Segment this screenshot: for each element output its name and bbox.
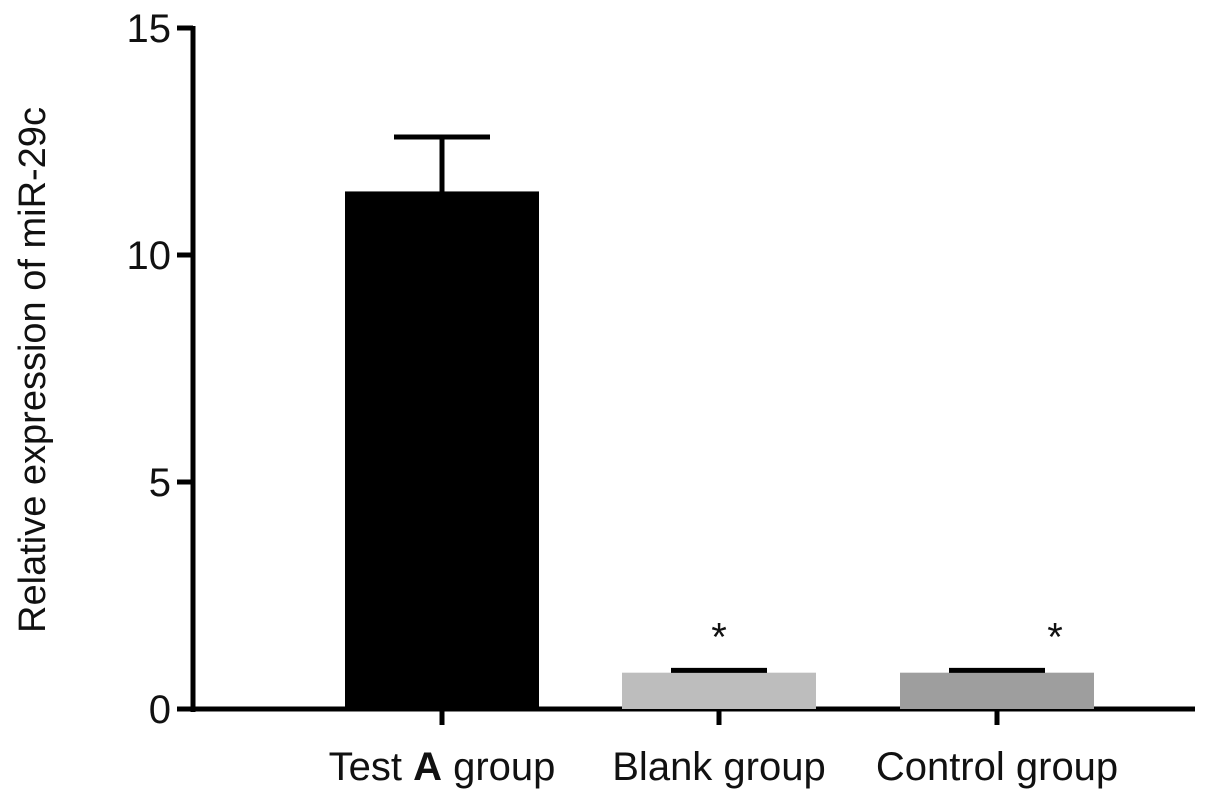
significance-marker-2: * — [711, 615, 727, 659]
y-axis-label: Relative expression of miR-29c — [12, 107, 54, 633]
x-category-label-3: Control group — [876, 745, 1118, 789]
bars — [345, 191, 1094, 709]
y-axis: 0 5 10 15 — [127, 7, 196, 732]
error-bars — [394, 134, 1045, 673]
significance-marker-3: * — [1047, 615, 1063, 659]
bar-3 — [900, 672, 1094, 709]
x-category-label-2: Blank group — [612, 745, 825, 789]
bar-2 — [622, 672, 816, 709]
y-tick-label-0: 0 — [149, 688, 171, 732]
y-tick-label-10: 10 — [127, 234, 172, 278]
x-axis — [191, 706, 1195, 725]
category-labels: * * Test A group Blank group Control group — [329, 615, 1119, 789]
y-tick-label-5: 5 — [149, 461, 171, 505]
x-category-label-1: Test A group — [329, 745, 556, 789]
y-tick-label-15: 15 — [127, 7, 172, 51]
bar-1 — [345, 191, 539, 709]
